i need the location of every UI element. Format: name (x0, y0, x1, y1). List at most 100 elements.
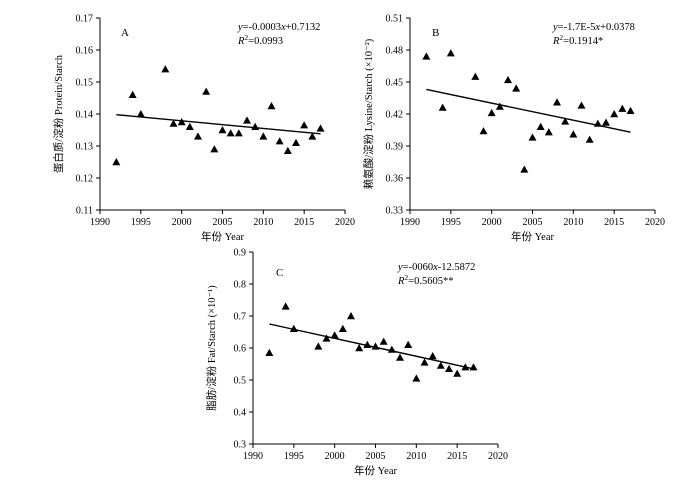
data-point (347, 312, 355, 320)
y-tick-label: 0.51 (386, 14, 404, 25)
y-tick-label: 0.6 (234, 344, 247, 355)
r-squared: R2=0.1914* (552, 33, 603, 47)
data-point (338, 324, 347, 332)
y-tick-label: 0.36 (386, 174, 404, 185)
x-tick-label: 2005 (366, 451, 386, 462)
data-point (289, 324, 298, 332)
data-point (446, 49, 455, 57)
data-point (363, 340, 372, 348)
x-axis-title: 年份 Year (354, 464, 397, 477)
data-point (251, 122, 260, 130)
data-point (436, 361, 445, 369)
data-point (618, 104, 627, 112)
data-point (528, 133, 537, 141)
y-tick-label: 0.16 (76, 46, 94, 57)
data-point (210, 145, 219, 153)
y-tick-label: 0.3 (234, 440, 247, 451)
y-tick-label: 0.13 (76, 142, 94, 153)
y-tick-label: 0.39 (386, 142, 404, 153)
data-point (512, 84, 521, 92)
data-point (259, 132, 268, 140)
y-tick-label: 0.4 (234, 408, 247, 419)
data-point (495, 102, 504, 110)
x-tick-label: 2015 (294, 217, 314, 228)
x-tick-label: 2010 (253, 217, 273, 228)
trend-line (116, 113, 321, 135)
r-squared: R2=0.0993 (237, 33, 283, 47)
data-point (561, 117, 570, 125)
y-tick-label: 0.48 (386, 46, 404, 57)
y-tick-label: 0.5 (234, 376, 247, 387)
data-point (379, 337, 388, 345)
data-point (218, 126, 227, 134)
data-point (536, 122, 545, 130)
data-point (275, 137, 284, 145)
r-squared: R2=0.5605** (397, 273, 453, 287)
y-tick-label: 0.7 (234, 312, 247, 323)
trend-line (269, 323, 474, 370)
x-tick-label: 1990 (90, 217, 110, 228)
data-point (387, 345, 396, 353)
regression-equation: y=-1.7E-5x+0.0378 (552, 22, 635, 33)
data-point (202, 87, 211, 95)
x-tick-label: 1990 (243, 451, 263, 462)
data-point (602, 118, 610, 126)
x-tick-label: 2015 (604, 217, 624, 228)
data-point (610, 110, 619, 118)
data-point (330, 331, 339, 339)
y-tick-label: 0.9 (234, 248, 247, 259)
data-point (420, 358, 429, 366)
panel-c: 1990 1995 2000 2005 2010 2015 2020 0.3 0.4 0.5 0.6… (205, 248, 508, 478)
x-tick-label: 1995 (284, 451, 304, 462)
data-point (396, 353, 404, 361)
y-tick-label: 0.12 (76, 174, 94, 185)
x-tick-label: 2020 (335, 217, 355, 228)
data-point (226, 129, 235, 137)
panel-letter: A (121, 27, 129, 39)
data-point (281, 302, 290, 310)
data-point (267, 102, 276, 110)
data-point (292, 138, 300, 146)
data-point (234, 129, 243, 137)
data-point (626, 106, 635, 114)
x-axis-title: 年份 Year (511, 230, 554, 243)
x-tick-label: 2000 (172, 217, 192, 228)
data-point (553, 98, 561, 106)
regression-equation: y=-0060x-12.5872 (397, 262, 475, 273)
data-point (128, 90, 137, 98)
data-point (428, 352, 437, 360)
data-point (469, 363, 478, 371)
data-point (577, 101, 586, 109)
x-tick-label: 1990 (400, 217, 420, 228)
panel-letter: B (432, 27, 439, 39)
data-point (404, 340, 413, 348)
x-tick-label: 2010 (563, 217, 583, 228)
y-tick-label: 0.14 (76, 110, 94, 121)
data-point (316, 124, 325, 132)
data-point (593, 119, 602, 127)
data-point (265, 348, 274, 356)
data-point (585, 135, 594, 143)
data-point (422, 52, 431, 60)
y-axis-title: 蛋白质/淀粉 Protein/Starch (52, 54, 65, 173)
y-tick-label: 0.17 (76, 14, 94, 25)
y-tick-label: 0.33 (386, 206, 404, 217)
y-axis-title: 脂肪/淀粉 Fat/Starch (×10⁻¹) (205, 285, 218, 411)
data-point (194, 132, 202, 140)
data-point (569, 130, 578, 138)
x-tick-label: 2020 (645, 217, 665, 228)
data-point (520, 165, 529, 173)
data-point (322, 334, 331, 342)
data-point (169, 119, 178, 127)
data-point (185, 122, 194, 130)
y-tick-label: 0.15 (76, 78, 94, 89)
x-tick-label: 2005 (523, 217, 543, 228)
x-tick-label: 2000 (482, 217, 502, 228)
data-point (487, 108, 496, 117)
data-point (308, 132, 317, 140)
data-point (355, 344, 364, 352)
x-tick-label: 1995 (131, 217, 151, 228)
data-point (445, 364, 453, 372)
data-point (412, 374, 421, 382)
